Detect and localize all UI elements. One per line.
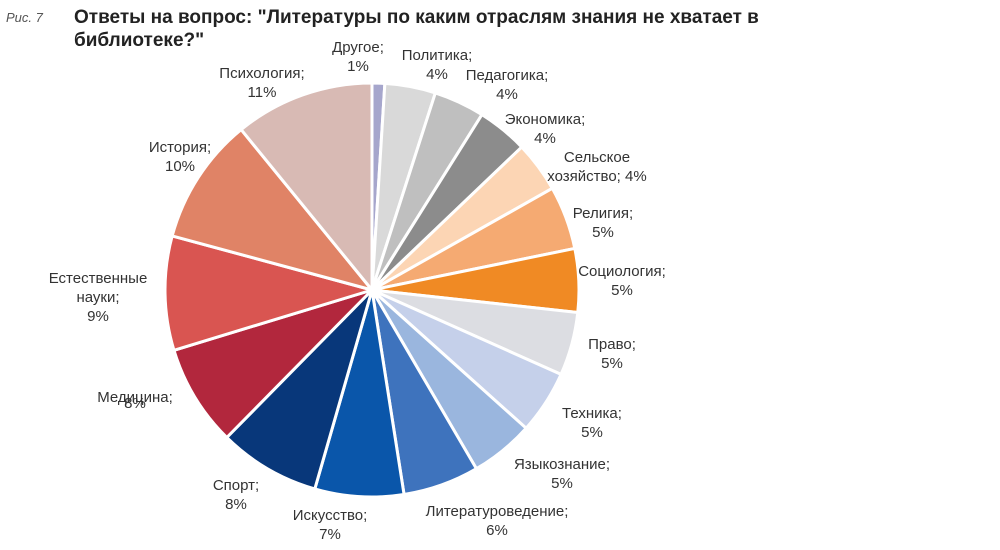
pie-slice	[225, 288, 374, 491]
pie-slice	[170, 128, 374, 292]
slice-labels: Другое; 1% Политика; 4% Педагогика; 4% Экономи…	[49, 39, 666, 543]
figure-label: Рис. 7	[6, 10, 43, 25]
slice-label: Сельское хозяйство; 4%	[547, 149, 646, 185]
slice-label: Языкознание; 5%	[514, 456, 610, 492]
slice-label: Право; 5%	[588, 336, 636, 372]
pie-slice	[163, 234, 374, 352]
slice-label: Психология; 11%	[219, 65, 304, 101]
pie-slice	[239, 81, 374, 292]
slice-label: Педагогика; 4%	[466, 67, 549, 103]
slice-label: Естественные науки; 9%	[49, 270, 148, 325]
slice-label: Экономика; 4%	[505, 111, 586, 147]
slice-label: Техника; 5%	[562, 405, 622, 441]
slice-label: Медицина;8%	[97, 389, 173, 412]
slice-label: Политика; 4%	[402, 47, 473, 83]
slice-label: Искусство; 7%	[293, 507, 368, 543]
chart-title: Ответы на вопрос: "Литературы по каким о…	[74, 7, 759, 51]
slice-label: Религия; 5%	[573, 205, 633, 241]
pie-slices	[163, 81, 581, 499]
slice-label: Литературоведение; 6%	[426, 503, 569, 539]
slice-label: Социология; 5%	[578, 263, 666, 299]
slice-label: История; 10%	[149, 139, 211, 175]
slice-label: Спорт; 8%	[213, 477, 259, 513]
slice-label: Другое; 1%	[332, 39, 384, 75]
pie-slice	[172, 288, 374, 439]
